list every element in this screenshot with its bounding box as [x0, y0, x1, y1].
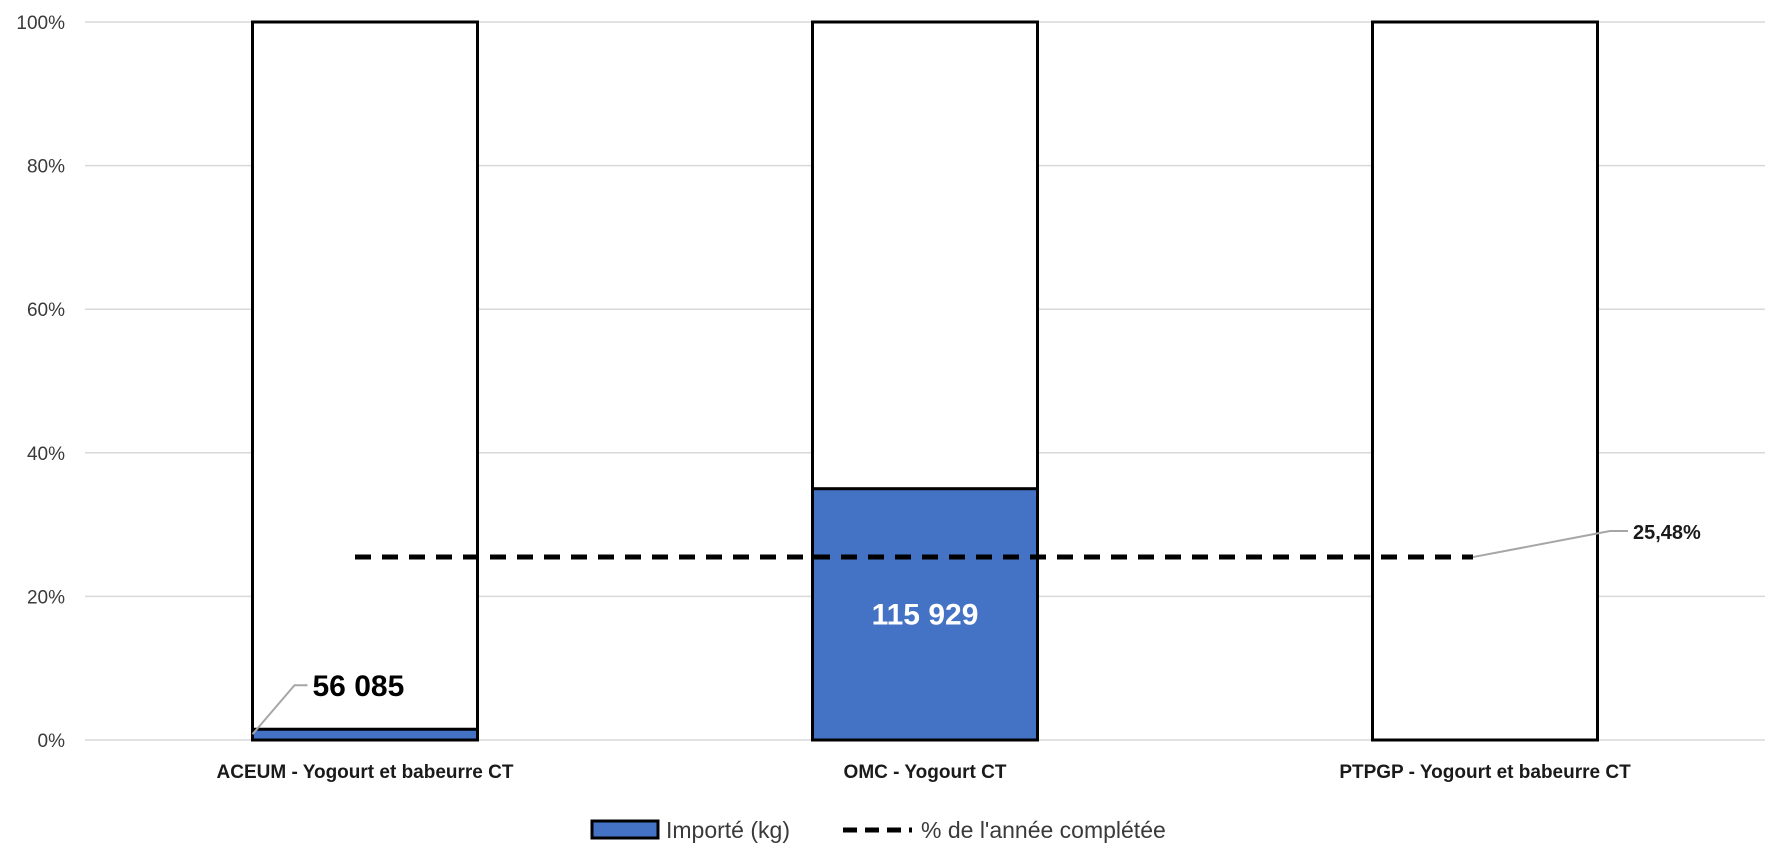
y-tick-label: 100%	[16, 13, 65, 34]
line-label-leader	[1472, 530, 1628, 559]
y-axis: 0% 20% 40% 60% 80% 100%	[16, 13, 65, 752]
y-tick-label: 0%	[38, 731, 66, 752]
y-tick-label: 60%	[27, 300, 65, 321]
legend-label-imported: Importé (kg)	[666, 817, 790, 843]
y-tick-label: 40%	[27, 444, 65, 465]
x-axis: ACEUM - Yogourt et babeurre CT OMC - Yogo…	[217, 762, 1632, 783]
bar-remaining	[251, 20, 479, 742]
line-data-label: 25,48%	[1633, 522, 1701, 544]
bar-remaining	[1371, 20, 1599, 742]
x-category-label: ACEUM - Yogourt et babeurre CT	[217, 762, 514, 783]
legend-swatch-imported	[590, 819, 660, 840]
y-tick-label: 80%	[27, 157, 65, 178]
bar-data-label: 56 085	[313, 670, 405, 703]
data-labels: 56 085 115 929 25,48%	[251, 522, 1701, 735]
x-category-label: OMC - Yogourt CT	[844, 762, 1007, 783]
bar-data-label: 115 929	[872, 598, 979, 631]
x-category-label: PTPGP - Yogourt et babeurre CT	[1339, 762, 1631, 783]
legend: Importé (kg) % de l'année complétée	[590, 817, 1166, 843]
y-tick-label: 20%	[27, 587, 65, 608]
bar-imported	[811, 487, 1039, 742]
bars	[251, 20, 1599, 742]
label-leader-line	[251, 684, 308, 735]
legend-label-year-completed: % de l'année complétée	[921, 817, 1166, 843]
bar-imported	[251, 727, 479, 742]
